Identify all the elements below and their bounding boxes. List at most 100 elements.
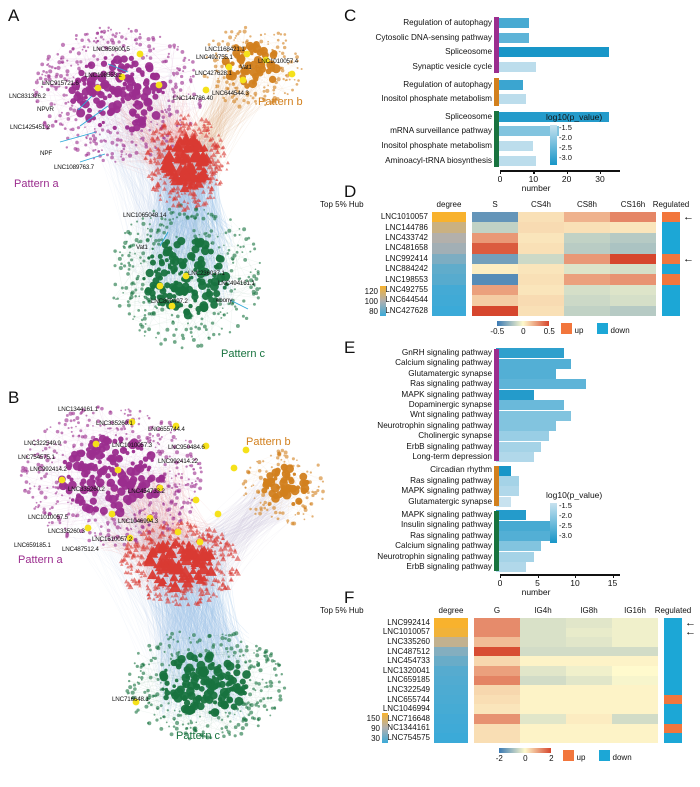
heatmap-cell: [612, 675, 658, 686]
network-node-label: LNC859600.5: [93, 46, 130, 53]
heatmap-cell: [610, 212, 656, 223]
bar-track: [496, 510, 620, 521]
axis-tick-label: 15: [607, 578, 618, 589]
bar: [496, 441, 541, 452]
axis-tick-label: 0: [497, 174, 503, 184]
legend-tick-label: -2.0: [559, 511, 572, 520]
heatmap-cell: [518, 305, 564, 316]
bar: [496, 32, 530, 43]
bar-category-label: Calcium signaling pathway: [395, 358, 492, 368]
network-node-label: LNC492755.1: [196, 54, 233, 61]
heatmap-regulated-cell: [662, 212, 680, 223]
heatmap-degree-cell: [434, 685, 468, 695]
heatmap-regulated-cell: [664, 714, 682, 724]
heatmap-cell: [472, 232, 518, 244]
bar: [496, 126, 560, 137]
pattern-strip-pattern-c: [494, 110, 499, 167]
bar-row: Spliceosome: [346, 45, 620, 60]
bar-category-label: Glutamatergic synapse: [408, 368, 492, 378]
bar: [496, 420, 556, 431]
up-label: up: [574, 326, 584, 335]
bar-row: Aminoacyl-tRNA biosynthesis: [346, 153, 620, 168]
bar: [496, 47, 610, 58]
panel-letter-b: B: [8, 388, 20, 407]
pattern-label-c: Pattern c: [221, 348, 266, 360]
network-graph-b[interactable]: LNC1344161.1 LNC335260.1 LNC655744.4 LNC322…: [0, 396, 336, 781]
network-node-label: LNC1425451.2: [10, 124, 50, 131]
heatmap-regulated-cell: [664, 646, 682, 657]
bar-category-label: Regulation of autophagy: [403, 79, 492, 89]
heatmap-cell: [472, 243, 518, 254]
bar-category-label: ErbB signaling pathway: [406, 441, 492, 451]
heatmap-regulated-cell: [664, 618, 682, 628]
heatmap-cell: [610, 295, 656, 306]
network-nodes[interactable]: [19, 405, 325, 741]
axis-line: [500, 574, 620, 576]
heatmap-degree-cell: [434, 704, 468, 714]
heatmap-cell: [564, 253, 610, 264]
panel-d-label: D: [344, 182, 356, 202]
heatmap-row-label: LNC716648: [387, 713, 430, 723]
heatmap-regulated-cell: [664, 656, 682, 666]
heatmap-cell: [472, 284, 518, 296]
bar-track: [496, 155, 620, 166]
degree-scale-tick: 100: [364, 297, 378, 306]
heatmap-col-header: Regulated: [654, 606, 692, 615]
network-graph-a[interactable]: LNC859600.5 LNC492755.1 Vat1 LNC198553.2 LNC…: [0, 14, 336, 364]
pattern-label-a: Pattern a: [18, 554, 63, 566]
axis-tick-label: 5: [535, 578, 540, 589]
network-node-label: NPF: [40, 150, 52, 157]
heatmap-cell: [472, 253, 518, 264]
bar: [496, 368, 556, 379]
network-node-label: LNC754575.1: [18, 454, 55, 461]
heatmap-cell: [518, 253, 564, 264]
network-node-label: LNC335260.2: [68, 486, 105, 493]
bar-track: [496, 141, 620, 152]
bar-track: [496, 348, 620, 359]
heatmap-row-label: LNC644544: [385, 295, 428, 305]
bar-row: Ras signaling pathway: [346, 379, 620, 390]
heatmap-cell: [474, 714, 520, 724]
pattern-label-c: Pattern c: [176, 730, 221, 742]
axis-tick: [533, 170, 535, 174]
bar-category-label: Dopaminergic synapse: [408, 400, 492, 410]
network-node-label: LNC198553.2: [85, 72, 122, 79]
bar: [496, 358, 571, 369]
bar-category-label: Regulation of autophagy: [403, 18, 492, 28]
heatmap-cell: [610, 284, 656, 296]
bar-category-label: Synaptic vesicle cycle: [412, 61, 492, 71]
axis-tick-label: 10: [528, 174, 539, 184]
heatmap-degree-cell: [432, 243, 466, 254]
heatmap-row-label: LNC427628: [385, 305, 428, 315]
value-scale-tick: -0.5: [490, 327, 505, 336]
bar-track: [496, 32, 620, 43]
left-arrow-icon: ←: [685, 616, 696, 629]
heatmap-cell: [518, 222, 564, 233]
network-nodes[interactable]: [33, 25, 303, 350]
legend-colorbar: [550, 503, 557, 543]
bar-track: [496, 400, 620, 411]
axis-tick: [575, 574, 577, 579]
heatmap-regulated-cell: [662, 295, 680, 306]
hub-nodes[interactable]: [58, 418, 250, 706]
hub-nodes[interactable]: [94, 50, 296, 310]
bar: [496, 79, 523, 90]
axis-tick-label: 10: [570, 578, 580, 589]
down-label: down: [612, 752, 632, 762]
heatmap-degree-cell: [434, 646, 468, 657]
heatmap-cell: [566, 656, 612, 666]
heatmap-regulated-cell: [662, 243, 680, 254]
bar-track: [496, 541, 620, 552]
network-node-label: LNC1168421.1: [205, 46, 245, 53]
value-colorbar: [499, 747, 552, 753]
heatmap-cell: [472, 295, 518, 306]
pattern-strip-pattern-b: [494, 466, 499, 506]
axis-line: [500, 170, 620, 172]
bar-track: [496, 452, 620, 463]
bar: [496, 520, 556, 531]
up-label: up: [576, 752, 586, 762]
heatmap-row-label: LNC754575: [387, 733, 430, 742]
bar: [496, 530, 556, 541]
value-scale-tick: 0.5: [543, 327, 555, 336]
bar-track: [496, 79, 620, 90]
